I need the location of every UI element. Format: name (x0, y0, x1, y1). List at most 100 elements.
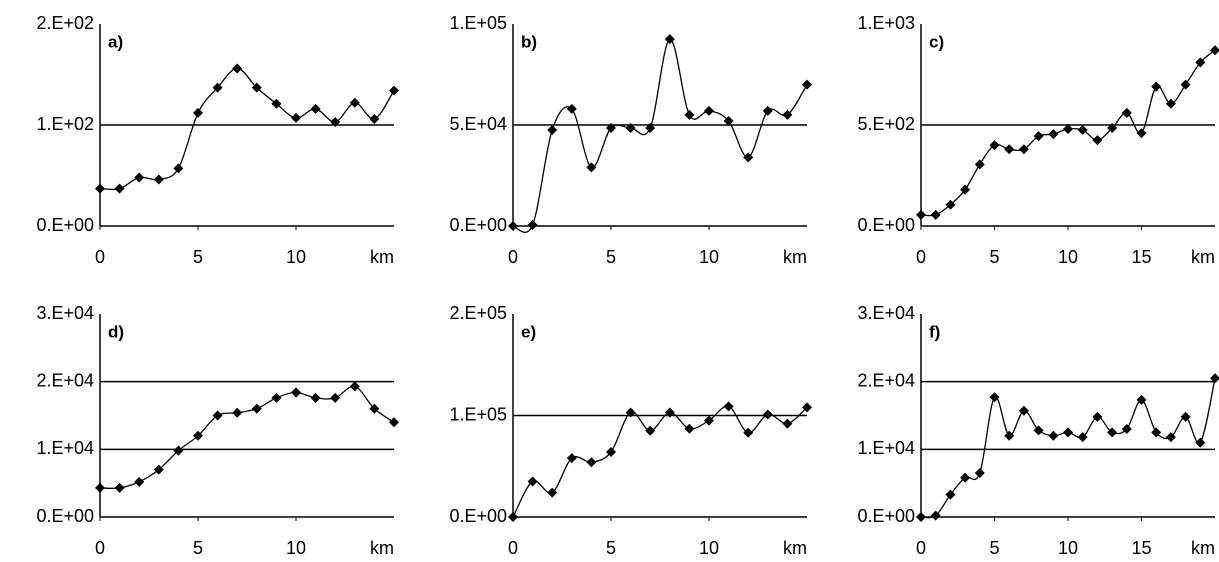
data-marker (114, 482, 125, 493)
x-axis-label: km (1191, 538, 1215, 558)
y-tick-label: 1.E+05 (449, 13, 507, 33)
data-marker (547, 487, 558, 498)
data-line (99, 67, 395, 191)
data-marker (369, 113, 380, 124)
data-marker (1107, 123, 1118, 134)
data-marker (291, 387, 301, 398)
data-marker (606, 447, 616, 458)
data-marker (974, 468, 985, 479)
data-line (99, 385, 395, 489)
y-tick-label: 0.E+00 (36, 215, 94, 235)
data-marker (606, 123, 616, 134)
data-marker (1077, 432, 1088, 443)
data-marker (1018, 405, 1029, 416)
panel-label: d) (108, 322, 124, 341)
x-tick-label: 5 (989, 247, 999, 267)
data-marker (945, 199, 956, 210)
data-marker (664, 407, 675, 418)
data-marker (1033, 131, 1044, 142)
x-axis-label: km (783, 538, 807, 558)
x-tick-label: 5 (606, 247, 616, 267)
panel-label: f) (929, 322, 940, 341)
data-marker (989, 392, 1000, 403)
x-tick-label: 5 (989, 538, 999, 558)
data-marker (508, 221, 518, 231)
data-marker (684, 423, 695, 434)
data-marker (1136, 128, 1147, 139)
x-tick-label: 5 (193, 247, 203, 267)
data-marker (645, 425, 656, 436)
x-tick-label: 10 (699, 247, 719, 267)
data-marker (330, 392, 341, 403)
data-marker (349, 97, 360, 108)
data-marker (945, 489, 956, 500)
panel-label: a) (108, 32, 123, 51)
data-marker (960, 184, 971, 195)
data-marker (310, 103, 321, 114)
data-marker (723, 401, 734, 412)
data-marker (153, 174, 164, 185)
x-tick-label: 10 (286, 538, 306, 558)
x-axis-label: km (783, 247, 807, 267)
data-marker (193, 107, 203, 118)
data-marker (782, 418, 793, 429)
data-marker (251, 82, 262, 93)
data-marker (625, 123, 636, 134)
data-marker (930, 209, 941, 220)
data-marker (566, 103, 577, 114)
data-marker (743, 152, 754, 163)
x-tick-label: 15 (1131, 247, 1151, 267)
data-marker (1180, 411, 1191, 422)
data-marker (802, 402, 812, 413)
data-marker (1151, 81, 1162, 92)
y-tick-label: 5.E+04 (449, 114, 507, 134)
panel-label: e) (521, 322, 536, 341)
data-marker (1048, 430, 1059, 441)
data-marker (95, 482, 105, 493)
data-marker (1092, 411, 1103, 422)
data-marker (114, 183, 125, 194)
x-tick-label: 5 (606, 538, 616, 558)
x-axis-label: km (370, 247, 394, 267)
data-marker (291, 112, 301, 123)
data-line (920, 378, 1216, 519)
data-marker (1151, 427, 1162, 438)
x-tick-label: 5 (193, 538, 203, 558)
y-tick-label: 1.E+02 (36, 114, 94, 134)
data-marker (527, 476, 538, 487)
data-marker (1004, 144, 1015, 155)
data-marker (743, 427, 754, 438)
y-tick-label: 0.E+00 (449, 215, 507, 235)
data-marker (271, 98, 282, 109)
data-marker (1210, 373, 1219, 384)
data-marker (989, 140, 1000, 151)
data-marker (930, 510, 941, 521)
data-marker (1048, 129, 1059, 140)
data-marker (974, 159, 985, 170)
data-marker (193, 430, 203, 441)
y-tick-label: 2.E+04 (36, 370, 94, 390)
y-tick-label: 0.E+00 (857, 506, 915, 526)
data-marker (1077, 125, 1088, 136)
data-marker (212, 82, 223, 93)
data-marker (916, 209, 926, 220)
x-axis-label: km (370, 538, 394, 558)
data-marker (1004, 430, 1015, 441)
y-tick-label: 0.E+00 (36, 506, 94, 526)
data-marker (782, 109, 793, 120)
y-tick-label: 1.E+03 (857, 13, 915, 33)
data-marker (762, 409, 773, 420)
data-marker (664, 34, 675, 45)
data-marker (232, 63, 243, 74)
data-marker (1018, 144, 1029, 155)
x-tick-label: 0 (916, 247, 926, 267)
x-tick-label: 15 (1131, 538, 1151, 558)
y-tick-label: 2.E+04 (857, 370, 915, 390)
data-marker (389, 85, 399, 96)
data-marker (310, 392, 321, 403)
data-marker (1195, 57, 1206, 68)
x-tick-label: 10 (699, 538, 719, 558)
data-marker (173, 445, 184, 456)
data-marker (508, 512, 518, 522)
